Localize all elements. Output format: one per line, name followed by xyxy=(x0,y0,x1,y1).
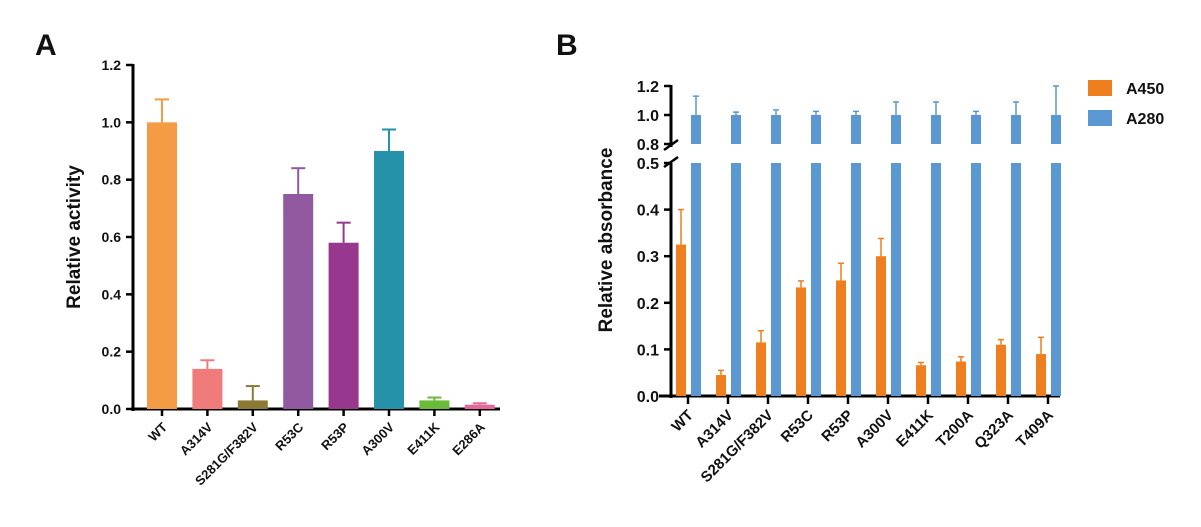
bar-A314V xyxy=(192,368,223,409)
y-tick-label: 0.8 xyxy=(637,137,659,154)
bar-A300V xyxy=(374,151,404,409)
x-tick-label: R53C xyxy=(778,407,817,446)
bar-R53C xyxy=(283,194,314,409)
bar-A450-WT xyxy=(676,244,686,396)
y-tick-label: 0.8 xyxy=(102,172,122,188)
legend-swatch-A450 xyxy=(1088,80,1112,96)
bar-A280-R53P-lower xyxy=(851,163,861,396)
y-tick-label: 0.4 xyxy=(102,286,122,302)
x-tick-label: E286A xyxy=(449,419,488,458)
legend-label-A280: A280 xyxy=(1126,111,1164,128)
y-tick-label: 0.2 xyxy=(637,296,659,313)
bar-A280-R53C-lower xyxy=(811,163,821,396)
bar-A280-A314V-upper xyxy=(731,115,741,144)
y-tick-label: 0.0 xyxy=(102,401,122,417)
y-tick-label: 0.1 xyxy=(637,342,659,359)
legend-label-A450: A450 xyxy=(1126,81,1164,98)
bar-A280-WT-lower xyxy=(691,163,701,396)
y-tick-label: 1.2 xyxy=(637,79,659,96)
bar-A450-T200A xyxy=(956,361,966,396)
bar-E411K xyxy=(419,400,450,409)
x-tick-label: R53C xyxy=(272,419,307,454)
bar-A450-A314V xyxy=(716,375,726,396)
bar-A280-R53C-upper xyxy=(811,115,821,144)
y-tick-label: 1.2 xyxy=(102,57,122,73)
bar-A280-Q323A-upper xyxy=(1011,115,1021,144)
y-axis-label: Relative activity xyxy=(64,165,85,309)
bar-A280-E411K-upper xyxy=(931,115,941,144)
panel-label-a: A xyxy=(35,29,57,62)
x-tick-label: E411K xyxy=(404,419,443,458)
bar-A280-T409A-upper xyxy=(1051,115,1061,144)
bar-A450-S281G/F382V xyxy=(756,342,766,396)
x-tick-label: S281G/F382V xyxy=(698,407,777,486)
bar-R53P xyxy=(328,242,359,409)
bar-A280-T200A-upper xyxy=(971,115,981,144)
x-tick-label: Q323A xyxy=(971,407,1017,453)
bar-A280-T200A-lower xyxy=(971,163,981,396)
y-tick-label: 0.5 xyxy=(637,156,659,173)
x-tick-label: T200A xyxy=(933,407,977,451)
legend-swatch-A280 xyxy=(1088,110,1112,126)
bar-A280-Q323A-lower xyxy=(1011,163,1021,396)
y-tick-label: 1.0 xyxy=(102,114,122,130)
y-tick-label: 0.6 xyxy=(102,229,122,245)
bar-A280-R53P-upper xyxy=(851,115,861,144)
bar-S281G/F382V xyxy=(237,400,268,409)
x-tick-label: A300V xyxy=(852,407,896,451)
y-axis-label: Relative absorbance xyxy=(596,148,617,333)
x-tick-label: R53P xyxy=(818,407,857,446)
bar-WT xyxy=(147,122,177,409)
bar-A450-Q323A xyxy=(996,344,1006,396)
y-tick-label: 0.4 xyxy=(637,203,659,220)
bar-A280-A300V-upper xyxy=(891,115,901,144)
bar-A280-T409A-lower xyxy=(1051,163,1061,396)
bar-A450-R53P xyxy=(836,280,846,396)
bar-A280-WT-upper xyxy=(691,115,701,144)
y-tick-label: 0.2 xyxy=(102,344,122,360)
bar-A280-A314V-lower xyxy=(731,163,741,396)
y-tick-label: 1.0 xyxy=(637,108,659,125)
bar-A450-A300V xyxy=(876,256,886,396)
x-tick-label: A314V xyxy=(177,419,216,458)
bar-A450-R53C xyxy=(796,287,806,396)
x-tick-label: WT xyxy=(668,407,697,436)
bar-E286A xyxy=(464,404,495,409)
x-tick-label: A300V xyxy=(358,419,397,458)
x-tick-label: WT xyxy=(145,419,170,444)
bar-A280-S281G/F382V-lower xyxy=(771,163,781,396)
bar-A280-S281G/F382V-upper xyxy=(771,115,781,144)
bar-A280-A300V-lower xyxy=(891,163,901,396)
panel-label-b: B xyxy=(556,29,578,62)
bar-A450-E411K xyxy=(916,365,926,396)
bar-A450-T409A xyxy=(1036,354,1046,396)
y-tick-label: 0.3 xyxy=(637,249,659,266)
x-tick-label: R53P xyxy=(318,419,352,453)
x-tick-label: T409A xyxy=(1013,407,1057,451)
bar-A280-E411K-lower xyxy=(931,163,941,396)
x-tick-label: E411K xyxy=(893,407,937,451)
y-tick-label: 0.0 xyxy=(637,389,659,406)
